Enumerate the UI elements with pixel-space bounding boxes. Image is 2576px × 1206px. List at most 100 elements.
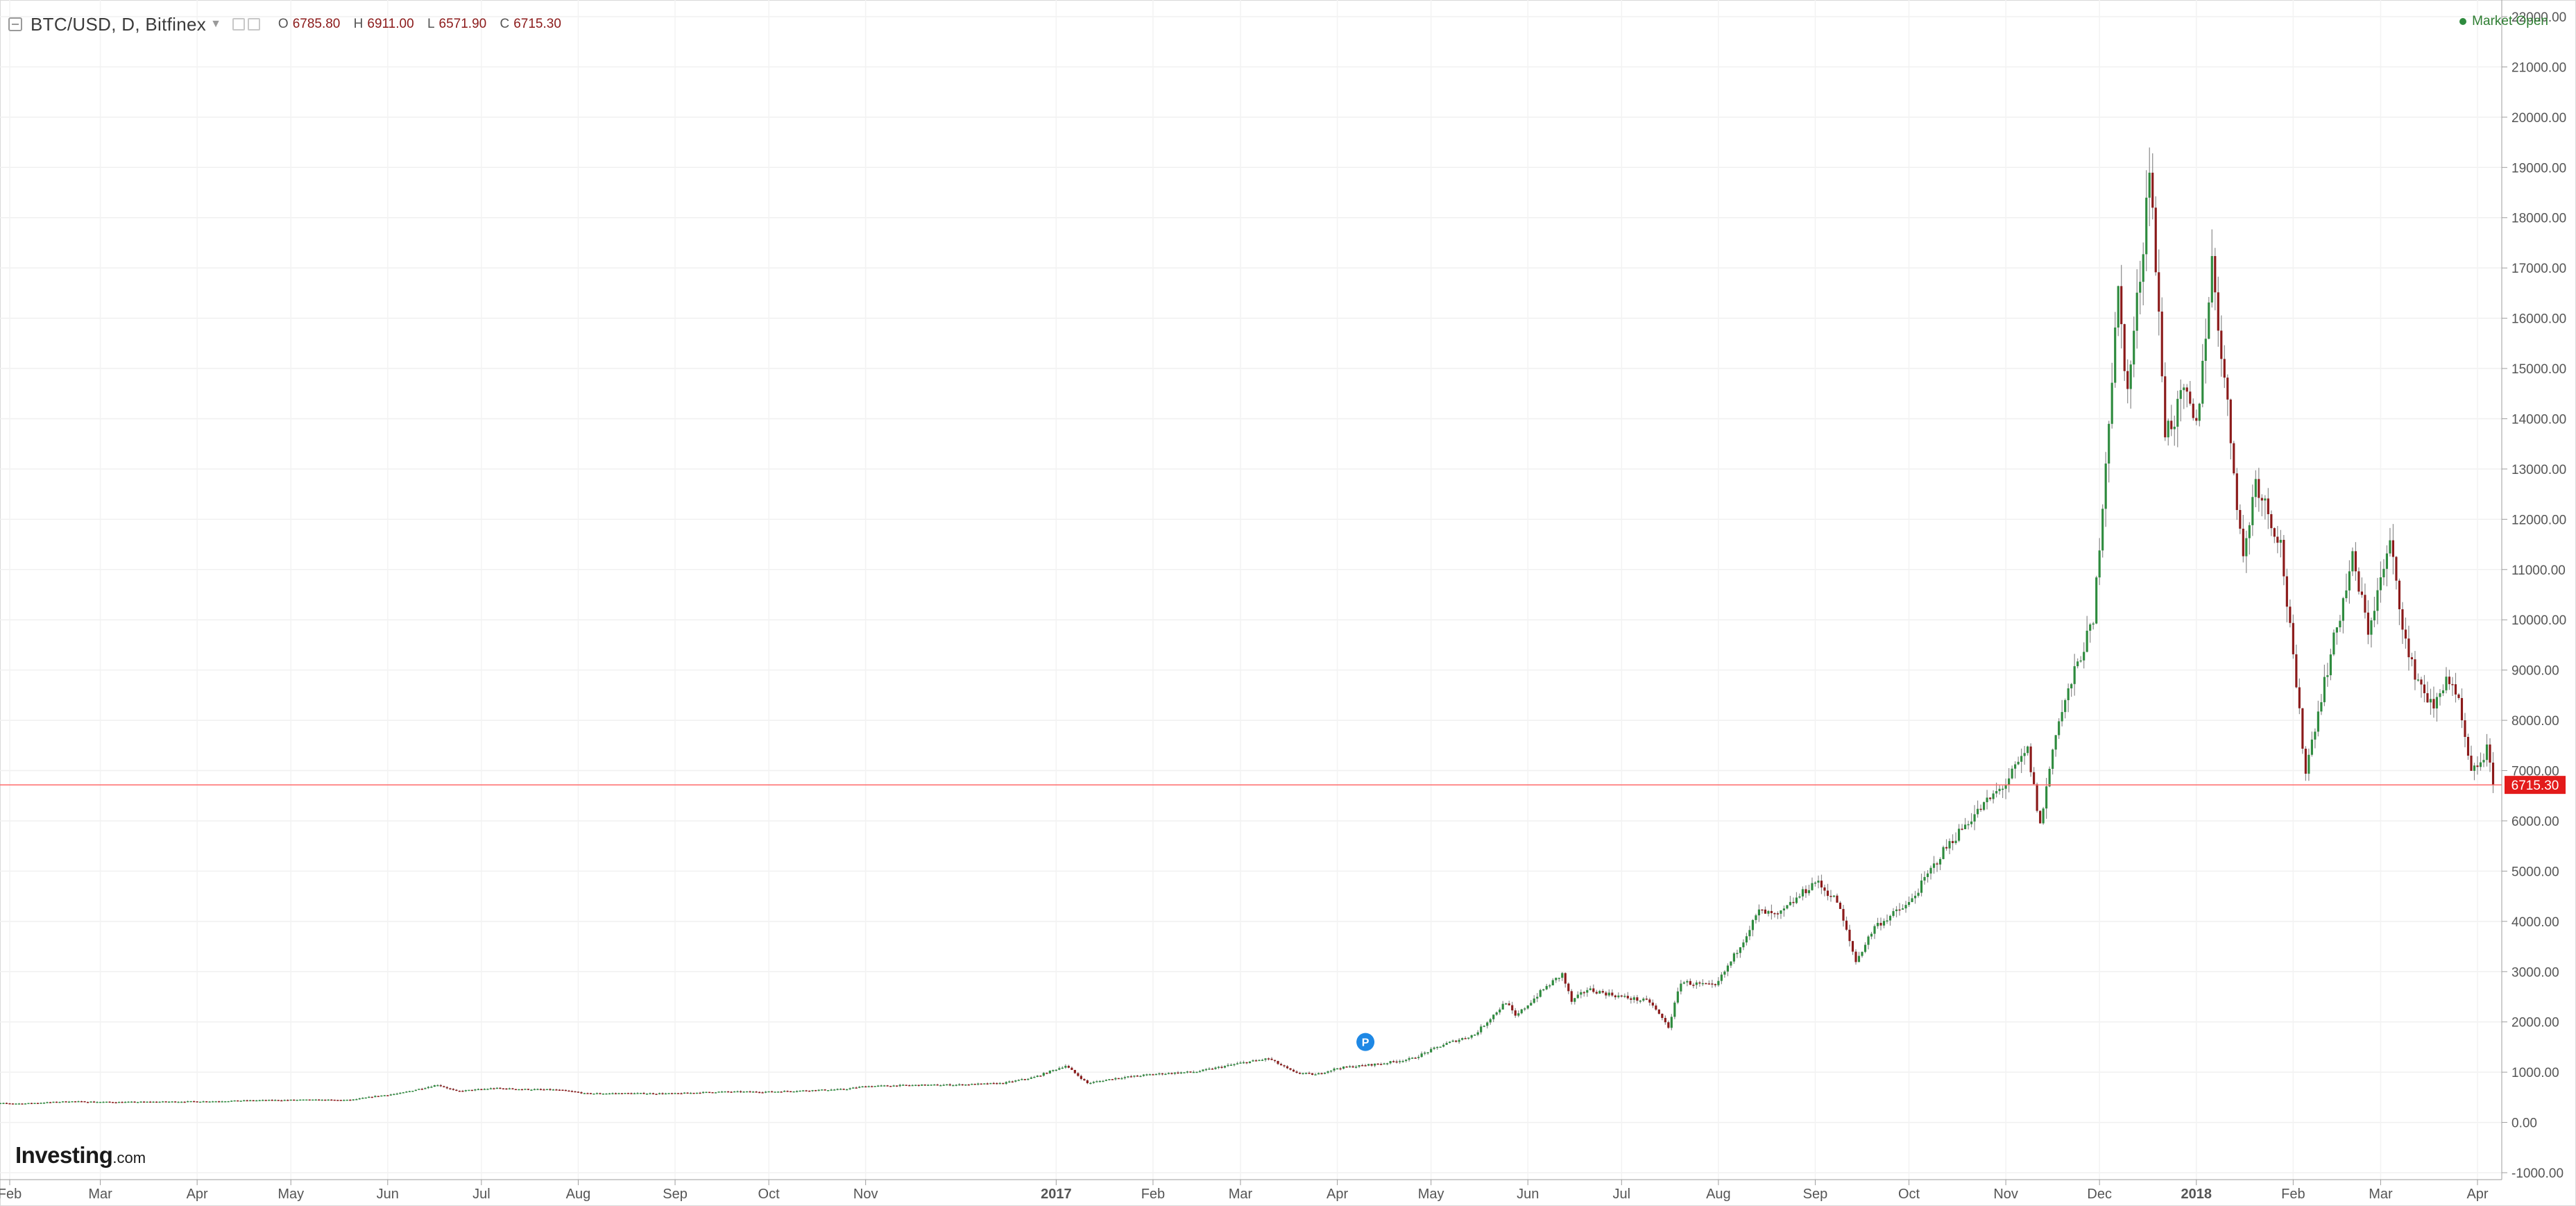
candle-up [1586,990,1589,993]
candle-down [967,1084,970,1086]
candle-up [1748,930,1751,937]
candle-down [758,1092,761,1094]
candle-down [1630,998,1632,1000]
ohlc-close-value: 6715.30 [513,17,561,31]
symbol-title[interactable]: BTC/USD, D, Bitfinex [31,13,207,35]
ohlc-open-key: O [278,17,289,31]
candle-down [1289,1068,1292,1070]
candle-down [1879,922,1882,926]
candle-down [1392,1061,1395,1062]
candle-up [617,1093,620,1094]
candle-up [1736,953,1739,954]
candle-up [2342,598,2344,621]
candle-up [667,1093,670,1094]
candle-down [1152,1074,1154,1076]
x-tick-label: Feb [1141,1187,1165,1202]
candle-up [302,1099,305,1101]
candle-up [958,1084,961,1086]
candle-up [71,1101,74,1103]
ohlc-values: O 6785.80 H 6911.00 L 6571.90 C 6715.30 [278,17,571,32]
x-tick-label: Mar [2369,1187,2393,1202]
close-icon[interactable] [247,18,260,31]
candle-up [1739,947,1741,953]
candle-down [2395,557,2398,581]
candle-down [80,1101,83,1103]
candle-up [1483,1026,1485,1027]
candle-up [1264,1058,1267,1060]
candle-up [1108,1079,1111,1080]
candle-down [1136,1076,1138,1077]
y-tick-label: 11000.00 [2511,563,2566,578]
candle-up [2067,688,2070,700]
candle-up [1954,840,1957,843]
candle-up [464,1090,467,1092]
candle-down [2217,292,2219,331]
candle-down [1117,1078,1120,1080]
chart-header: BTC/USD, D, Bitfinex ▼ O 6785.80 H 6911.00… [8,8,571,40]
candle-up [971,1083,973,1085]
candle-up [2048,768,2051,787]
candle-up [221,1101,223,1103]
candle-down [458,1090,461,1092]
candle-up [2042,808,2045,824]
event-marker-label: P [1362,1037,1370,1049]
candle-up [2251,497,2254,525]
investing-logo: Investing .com [15,1142,146,1169]
candle-down [1945,847,1948,849]
candle-up [1780,910,1782,914]
candle-up [130,1101,133,1103]
candle-up [2008,778,2011,785]
candle-down [2451,683,2454,686]
candle-up [846,1089,848,1091]
candle-up [2,1103,5,1105]
candle-up [827,1089,830,1092]
event-marker-icon[interactable] [1356,1033,1375,1051]
candle-up [283,1100,286,1101]
candle-down [218,1101,221,1103]
candle-up [767,1091,770,1093]
candle-up [1576,994,1579,999]
candle-down [2195,418,2198,421]
settings-icon[interactable] [232,18,245,31]
candle-up [1208,1068,1211,1070]
candle-down [948,1084,951,1086]
candle-down [708,1092,711,1094]
candle-up [1451,1040,1454,1042]
collapse-icon[interactable] [8,17,22,31]
logo-brand: Investing [15,1142,113,1168]
candle-up [368,1096,370,1098]
candle-up [2101,509,2104,551]
candle-up [1198,1071,1202,1073]
candle-down [1320,1073,1323,1075]
chevron-down-icon[interactable]: ▼ [210,18,221,30]
candlestick-series [0,147,2495,1105]
candle-down [2457,694,2460,698]
candle-down [2491,763,2495,785]
candle-down [2470,756,2473,771]
candle-up [1033,1076,1036,1078]
ohlc-low-value: 6571.90 [438,17,487,31]
x-tick-label: Feb [0,1187,22,1202]
candle-down [83,1101,86,1103]
candle-up [1598,991,1601,994]
candle-up [792,1091,795,1093]
candle-up [2070,683,2073,688]
candle-up [1551,980,1554,986]
candle-up [977,1083,980,1085]
candle-down [568,1090,570,1092]
grid-lines [0,0,2502,1180]
candle-down [237,1100,239,1102]
candle-down [86,1102,89,1103]
candle-down [193,1101,196,1103]
candle-up [724,1091,726,1093]
candle-up [255,1100,258,1102]
candle-down [196,1101,198,1103]
candle-down [470,1089,473,1092]
candle-up [418,1089,420,1090]
candle-down [2366,612,2369,635]
candle-down [2214,256,2217,293]
candle-up [314,1099,317,1101]
candle-up [1607,992,1610,996]
candle-up [162,1101,164,1103]
